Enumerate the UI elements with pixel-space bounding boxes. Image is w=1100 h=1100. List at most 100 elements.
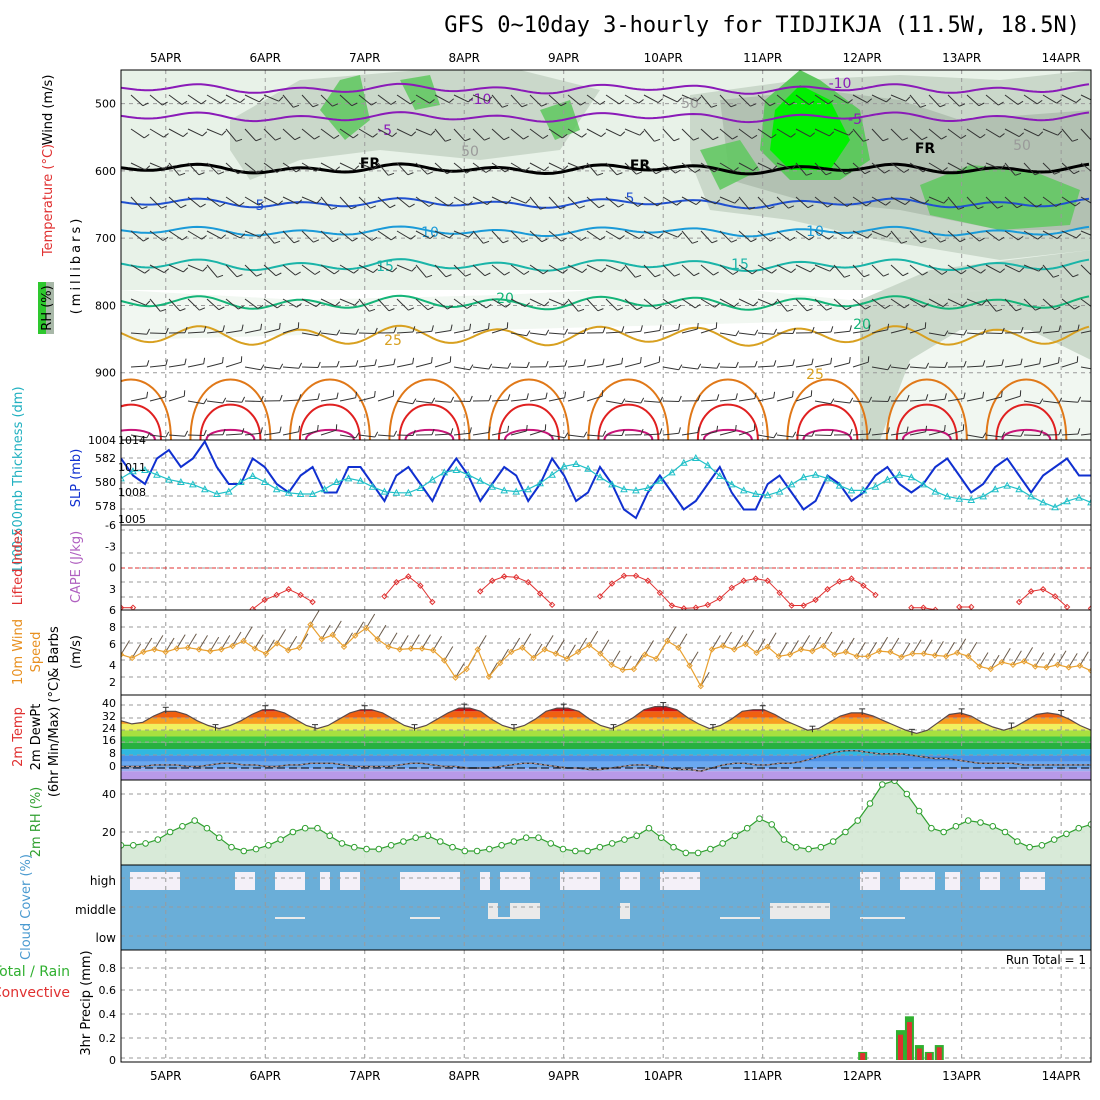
cloud-mid-thin [490, 917, 525, 919]
rh2m-marker [129, 842, 137, 849]
wind-barb [1023, 196, 1037, 208]
wind-barb-flag [754, 360, 758, 367]
wind-barb-flag [999, 133, 1005, 138]
wind-barb [1042, 196, 1057, 207]
wind-barb-flag [165, 327, 169, 334]
wind-barb-flag [183, 267, 189, 273]
wind-barb [814, 230, 829, 240]
precip-total-label: Total / Rain [0, 964, 70, 980]
wind-barb-flag [1072, 138, 1079, 142]
wind-barb [263, 432, 280, 436]
wind-barb-flag [1018, 235, 1024, 241]
wind-barb [1042, 264, 1054, 278]
wind-barb [434, 162, 448, 175]
date-axis-top: 5APR 6APR 7APR 8APR 9APR 10APR 11APR 12APR 13APR… [150, 51, 1081, 65]
wind-barb-flag [848, 130, 854, 136]
wind10m-marker [318, 635, 325, 643]
wind-barb-flag [792, 431, 797, 438]
wind10m-marker [1076, 662, 1084, 669]
wind-barb [909, 94, 921, 108]
wind-barb [909, 230, 922, 244]
wind-barb-flag [961, 166, 968, 171]
wind-barb [1023, 400, 1040, 405]
wind-barb-flag [734, 198, 740, 204]
wind-barb-flag [920, 104, 927, 108]
wind-barb-flag [693, 137, 700, 141]
li-marker [297, 591, 304, 599]
wind-barb [890, 432, 907, 436]
thickness-marker [212, 489, 221, 497]
wind-barb-flag [769, 102, 776, 107]
wind-barb-flag [713, 271, 719, 276]
wind-barb-flag [978, 102, 985, 107]
temp-band [121, 699, 1091, 705]
wind-barb-flag [1077, 324, 1080, 331]
wind-barb [339, 365, 357, 368]
thickness-marker [763, 491, 772, 499]
wind10m-barb [834, 640, 844, 655]
thickness-marker [416, 483, 425, 491]
wind-barb [814, 331, 832, 334]
rh2m-marker [694, 849, 702, 857]
rh2m-marker [878, 781, 886, 788]
wind10m-marker [764, 643, 771, 651]
wind-barb [624, 162, 637, 175]
wind-barb [168, 298, 181, 312]
wind10m-marker [296, 644, 303, 651]
wind-barb-flag [1077, 428, 1081, 435]
wind-barb [548, 94, 562, 107]
thickness-marker [536, 479, 544, 487]
wind10m-marker [121, 651, 125, 658]
wind10m-marker [786, 651, 794, 658]
wind-barb-flag [334, 269, 340, 275]
wind-barb-flag [488, 394, 492, 401]
wind-barb [377, 264, 393, 273]
wind-barb-flag [789, 236, 796, 241]
wind-barb [548, 128, 563, 139]
thickness-marker [1075, 493, 1083, 501]
wind-barb [947, 94, 960, 107]
wind-barb-flag [483, 240, 490, 244]
thickness-marker [392, 488, 401, 496]
wind-barb-flag [678, 364, 683, 371]
wind-barb-flag [563, 165, 569, 171]
wind-barb [396, 128, 412, 137]
wind-barb-flag [773, 360, 777, 367]
wind-barb-flag [202, 131, 208, 137]
li-marker [261, 596, 268, 604]
wind-barb [472, 366, 489, 370]
wind-barb-flag [583, 327, 587, 334]
li-marker [788, 602, 795, 609]
li-marker [1015, 598, 1023, 606]
wind-barb [282, 264, 296, 276]
wind-barb-flag [445, 138, 452, 142]
y-tick-label: 0.6 [99, 984, 117, 997]
wind-barb [149, 230, 164, 241]
cloud-ylabel: Cloud Cover (%) [19, 854, 34, 960]
rh2m-marker [400, 838, 407, 845]
wind-barb [1004, 94, 1019, 105]
wind-barb [947, 264, 962, 275]
wind10m-barb [243, 626, 253, 642]
wind-barb [263, 298, 278, 309]
wind10m-plot [121, 610, 1091, 690]
wind-barb-flag [279, 394, 283, 401]
wind-barb [681, 366, 698, 370]
wind-barb-flag [750, 103, 757, 107]
wind-barb [909, 327, 926, 334]
wind-barb [586, 298, 599, 312]
wind-barb-flag [374, 327, 378, 334]
wind10m-barb [121, 640, 130, 655]
wind-barb [491, 94, 503, 108]
wind-barb [358, 128, 373, 138]
wind-barb [149, 332, 167, 334]
wind-barb [244, 162, 258, 174]
wind-barb-flag [336, 329, 341, 336]
wind-barb [890, 162, 905, 173]
wind10m-barb [878, 636, 889, 652]
wind-barb-flag [222, 356, 224, 364]
li-line [384, 575, 433, 603]
rh2m-marker [805, 845, 812, 853]
wind10m-marker [418, 645, 426, 652]
wind-barb-flag [714, 303, 720, 308]
